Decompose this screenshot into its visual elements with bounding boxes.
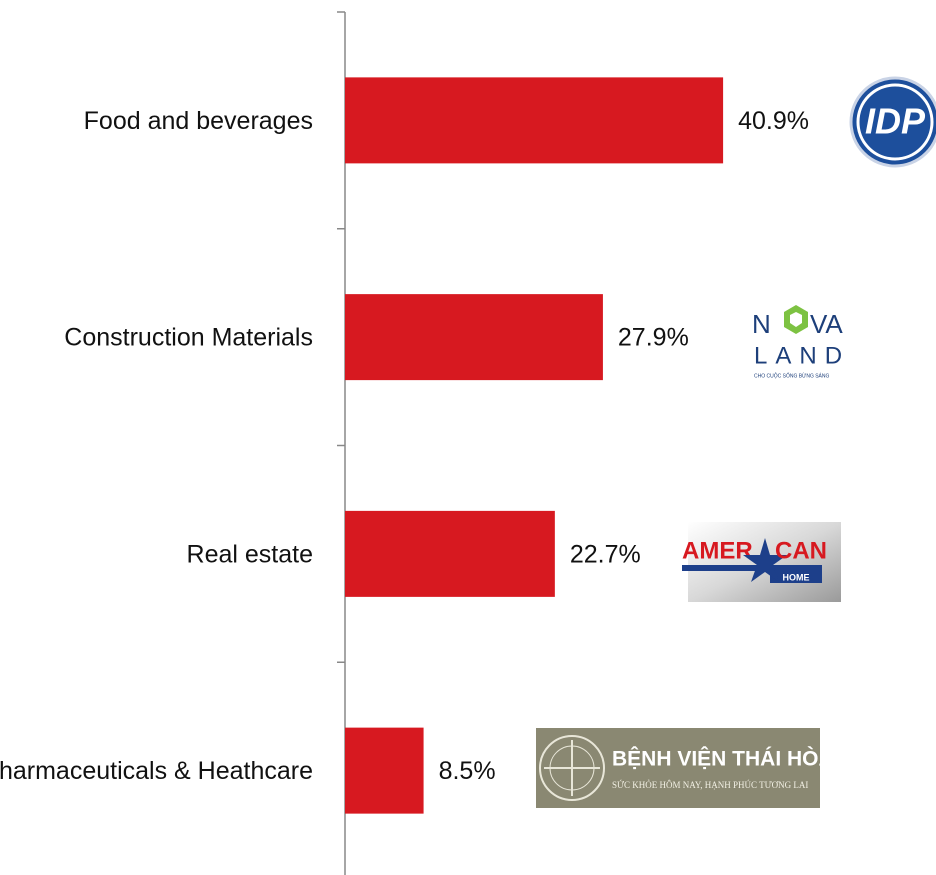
logo-text: BỆNH VIỆN THÁI HÒA — [612, 747, 834, 771]
logo-circle — [849, 76, 936, 168]
logo-text: CAN — [775, 537, 827, 564]
logo-text: N — [752, 309, 771, 339]
logo-idp: IDP — [849, 76, 936, 168]
logo-text: HOME — [783, 572, 810, 582]
bar — [345, 294, 603, 381]
logo-band — [682, 565, 822, 571]
category-label: Food and beverages — [84, 107, 313, 135]
category-label: Construction Materials — [64, 324, 313, 352]
logo-emblem — [539, 735, 605, 801]
value-label: 22.7% — [570, 540, 641, 568]
logo-cube-inner — [790, 312, 802, 327]
logo-text: VA — [810, 309, 843, 339]
value-label: 8.5% — [439, 757, 496, 785]
bar — [345, 510, 555, 597]
logo-text: LAND — [754, 342, 850, 369]
category-label: Real estate — [187, 540, 313, 568]
bar — [345, 727, 424, 814]
value-label: 40.9% — [738, 107, 809, 135]
logo-text: IDP — [865, 101, 926, 142]
category-label: Pharmaceuticals & Heathcare — [0, 757, 313, 785]
logo-novaland: N VA LAND CHO CUỘC SỐNG BỪNG SÁNG — [752, 305, 850, 379]
logo-slogan: CHO CUỘC SỐNG BỪNG SÁNG — [754, 372, 829, 379]
plot: Food and beverages 40.9% Construction Mate… — [0, 11, 809, 875]
logo-band — [770, 571, 822, 583]
logo-ring — [856, 83, 934, 161]
value-label: 27.9% — [618, 324, 689, 352]
logo-thai-hoa: BỆNH VIỆN THÁI HÒA SỨC KHỎE HÔM NAY, HẠN… — [536, 728, 834, 808]
logo-american-home: AMER CAN HOME — [682, 522, 841, 602]
logo-star — [743, 538, 787, 582]
bar — [345, 77, 724, 164]
logo-slogan: SỨC KHỎE HÔM NAY, HẠNH PHÚC TƯƠNG LAI — [612, 780, 808, 790]
logo-text: AMER — [682, 537, 753, 564]
